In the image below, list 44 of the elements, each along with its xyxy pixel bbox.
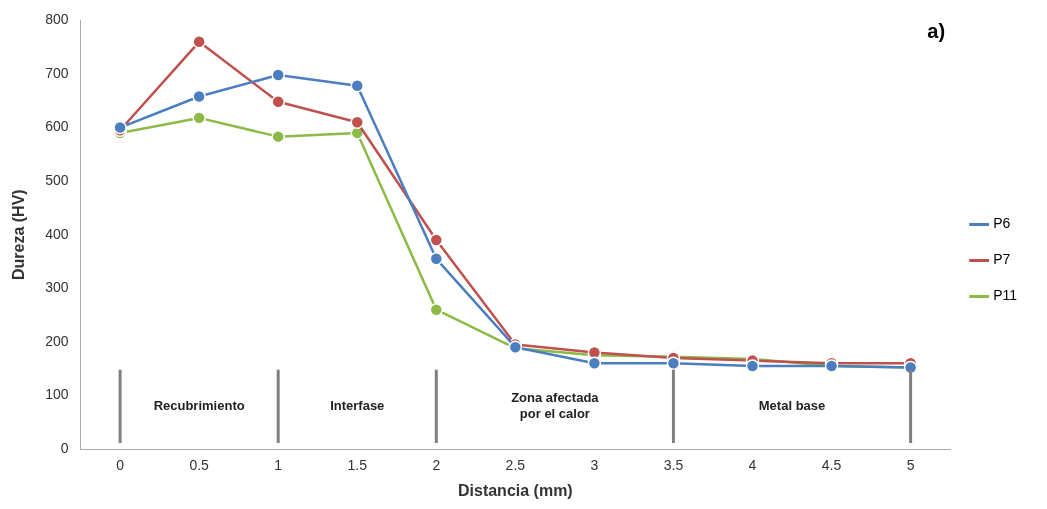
point: [271, 129, 285, 144]
point: [192, 89, 206, 104]
point: [271, 95, 285, 109]
x-tick-label: 2: [432, 457, 441, 474]
y-tick-label: 800: [45, 11, 69, 28]
annotation: Metal base: [758, 397, 826, 413]
point: [429, 252, 444, 266]
point: [192, 111, 206, 125]
annotation: a): [927, 19, 946, 42]
y-axis-title: Dureza (HV): [10, 189, 28, 281]
y-tick-label: 600: [45, 118, 69, 135]
point: [350, 115, 364, 129]
y-tick-label: 0: [60, 439, 69, 456]
annotation: Recubrimiento: [153, 397, 245, 413]
y-tick-label: 700: [45, 64, 69, 81]
point: [350, 79, 364, 93]
point: [429, 302, 444, 317]
x-tick-label: 0: [116, 457, 125, 474]
point: [587, 356, 602, 371]
legend-label: P11: [993, 287, 1018, 304]
point: [271, 68, 285, 82]
x-tick-label: 4.5: [821, 457, 842, 474]
x-tick-label: 3.5: [663, 457, 684, 474]
annotation: Interfase: [330, 397, 385, 413]
legend-label: P7: [993, 251, 1011, 268]
x-tick-label: 3: [590, 457, 599, 474]
y-tick-label: 300: [45, 279, 69, 296]
x-tick-label: 4: [748, 457, 757, 474]
point: [666, 356, 681, 371]
y-tick-label: 100: [45, 386, 69, 403]
x-tick-label: 2.5: [505, 457, 526, 474]
y-tick-label: 400: [45, 225, 69, 242]
legend-label: P6: [993, 215, 1011, 232]
x-tick-label: 0.5: [189, 457, 210, 474]
x-tick-label: 5: [906, 457, 915, 474]
annotation: Zona afectada por el calor: [511, 389, 600, 421]
x-tick-label: 1: [274, 457, 283, 474]
point: [192, 35, 206, 49]
y-tick-label: 200: [45, 332, 69, 349]
point: [745, 359, 760, 373]
point: [429, 233, 444, 247]
x-tick-label: 1.5: [347, 457, 368, 474]
x-axis-title: Distancia (mm): [457, 481, 573, 499]
y-tick-label: 500: [45, 171, 69, 188]
